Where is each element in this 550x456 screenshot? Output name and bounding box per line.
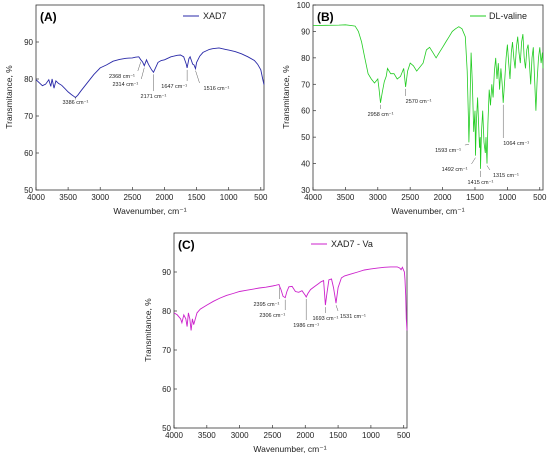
panel-b-xtick-label: 3000 — [369, 193, 387, 202]
panel-c-legend-label: XAD7 - Va — [331, 239, 373, 249]
panel-c-xtick-label: 3500 — [198, 431, 216, 440]
panel-a-label: (A) — [40, 10, 57, 24]
panel-c-xtick-label: 1000 — [362, 431, 380, 440]
panel-b-xlabel: Wavenumber, cm⁻¹ — [391, 206, 464, 216]
panel-a-ytick-label: 60 — [24, 149, 33, 158]
panel-a-annotation: 2171 cm⁻¹ — [141, 94, 167, 100]
panel-c-ytick-label: 60 — [162, 385, 171, 394]
panel-b-annotation-leader — [486, 165, 491, 171]
panel-a-xtick-label: 2500 — [123, 193, 141, 202]
panel-b-xtick-label: 1000 — [498, 193, 516, 202]
panel-a-xtick-label: 4000 — [27, 193, 45, 202]
panel-b-annotation: 1492 cm⁻¹ — [442, 167, 468, 173]
panel-c-xtick-label: 3000 — [231, 431, 249, 440]
panel-a-xtick-label: 500 — [254, 193, 268, 202]
panel-a-annotation: 2314 cm⁻¹ — [112, 82, 138, 88]
panel-b-ytick-label: 90 — [301, 27, 310, 36]
panel-c-annotation-leader — [335, 305, 339, 312]
panel-b-annotation: 1593 cm⁻¹ — [435, 148, 461, 154]
panel-b-ytick-label: 80 — [301, 54, 310, 63]
panel-b-annotation: 1064 cm⁻¹ — [503, 141, 529, 147]
panel-a: (A) XAD7 50 60 70 80 90 4000 3500 3000 2500 2000 1… — [4, 4, 268, 216]
panel-c-ylabel: Transmitance, % — [143, 298, 153, 362]
panel-b-xtick-label: 3500 — [336, 193, 354, 202]
panel-a-ytick-label: 90 — [24, 38, 33, 47]
panel-a-xtick-label: 2000 — [156, 193, 174, 202]
panel-c-label: (C) — [178, 238, 195, 252]
panel-a-annotation-leader — [137, 61, 142, 72]
panel-b-ylabel: Transmitance, % — [281, 65, 291, 129]
panel-c-annotation: 1986 cm⁻¹ — [293, 323, 319, 329]
panel-c-annotation: 1693 cm⁻¹ — [312, 316, 338, 322]
panel-c-frame — [173, 232, 408, 429]
panel-a-annotation: 1647 cm⁻¹ — [161, 84, 187, 90]
panel-a-xtick-label: 1500 — [188, 193, 206, 202]
panel-c-ytick-label: 50 — [162, 424, 171, 433]
panel-b-annotation: 1415 cm⁻¹ — [468, 180, 494, 186]
panel-c-xtick-label: 4000 — [165, 431, 183, 440]
panel-a-annotation: 3386 cm⁻¹ — [63, 100, 89, 106]
panel-b-ytick-label: 60 — [301, 107, 310, 116]
panel-a-annotation: 2368 cm⁻¹ — [109, 74, 135, 80]
panel-c-annotation: 2395 cm⁻¹ — [253, 302, 279, 308]
panel-b-annotation: 2958 cm⁻¹ — [368, 112, 394, 118]
panel-b-xtick-label: 1500 — [466, 193, 484, 202]
panel-a-legend-label: XAD7 — [203, 11, 227, 21]
panel-c-xtick-label: 2500 — [264, 431, 282, 440]
panel-c-ytick-label: 90 — [162, 268, 171, 277]
panel-c: (C) XAD7 - Va 50 60 70 80 90 4000 3500 3000 2500… — [143, 232, 411, 454]
panel-b-annotation-leader — [464, 144, 469, 146]
panel-a-annotation-leader — [195, 70, 200, 84]
panel-a-xlabel: Wavenumber, cm⁻¹ — [113, 206, 186, 216]
panel-c-xlabel: Wavenumber, cm⁻¹ — [253, 444, 326, 454]
panel-c-ytick-label: 70 — [162, 346, 171, 355]
panel-b-label: (B) — [317, 10, 334, 24]
panel-b-legend-label: DL-valine — [489, 11, 527, 21]
panel-b-annotation: 1315 cm⁻¹ — [493, 173, 519, 179]
panel-a-annotation-leader — [141, 67, 145, 80]
panel-a-ytick-label: 70 — [24, 112, 33, 121]
panel-b-xtick-label: 2500 — [401, 193, 419, 202]
panel-a-frame — [35, 4, 265, 191]
panel-b-ytick-label: 40 — [301, 160, 310, 169]
panel-a-ylabel: Transmitance, % — [4, 65, 14, 129]
panel-b-ytick-label: 70 — [301, 80, 310, 89]
panel-c-annotation: 1531 cm⁻¹ — [340, 314, 366, 320]
panel-b-xtick-label: 4000 — [304, 193, 322, 202]
panel-b-xtick-label: 500 — [533, 193, 547, 202]
panel-c-xtick-label: 500 — [397, 431, 411, 440]
panel-b-annotation-leader — [471, 157, 476, 165]
panel-c-xtick-label: 2000 — [296, 431, 314, 440]
panel-a-ytick-label: 80 — [24, 75, 33, 84]
panel-b-series-line — [312, 24, 544, 169]
panel-c-annotation: 2306 cm⁻¹ — [259, 313, 285, 319]
panel-b-ytick-label: 50 — [301, 133, 310, 142]
panel-b-xtick-label: 2000 — [434, 193, 452, 202]
panel-b-annotation: 2570 cm⁻¹ — [406, 99, 432, 105]
panel-b-ytick-label: 30 — [301, 186, 310, 195]
panel-a-xtick-label: 3500 — [59, 193, 77, 202]
panel-a-ytick-label: 50 — [24, 186, 33, 195]
panel-c-xtick-label: 1500 — [329, 431, 347, 440]
panel-b-frame — [312, 4, 544, 191]
panel-b-ytick-label: 100 — [297, 1, 311, 10]
panel-c-ytick-label: 80 — [162, 307, 171, 316]
panel-a-xtick-label: 3000 — [91, 193, 109, 202]
panel-c-series-line — [173, 266, 408, 331]
panel-a-series-line — [35, 47, 265, 99]
panel-a-xtick-label: 1000 — [220, 193, 238, 202]
panel-b: (B) DL-valine 30 40 50 60 70 80 90 100 4000 3500 3… — [281, 1, 547, 216]
panel-a-annotation: 1516 cm⁻¹ — [204, 86, 230, 92]
